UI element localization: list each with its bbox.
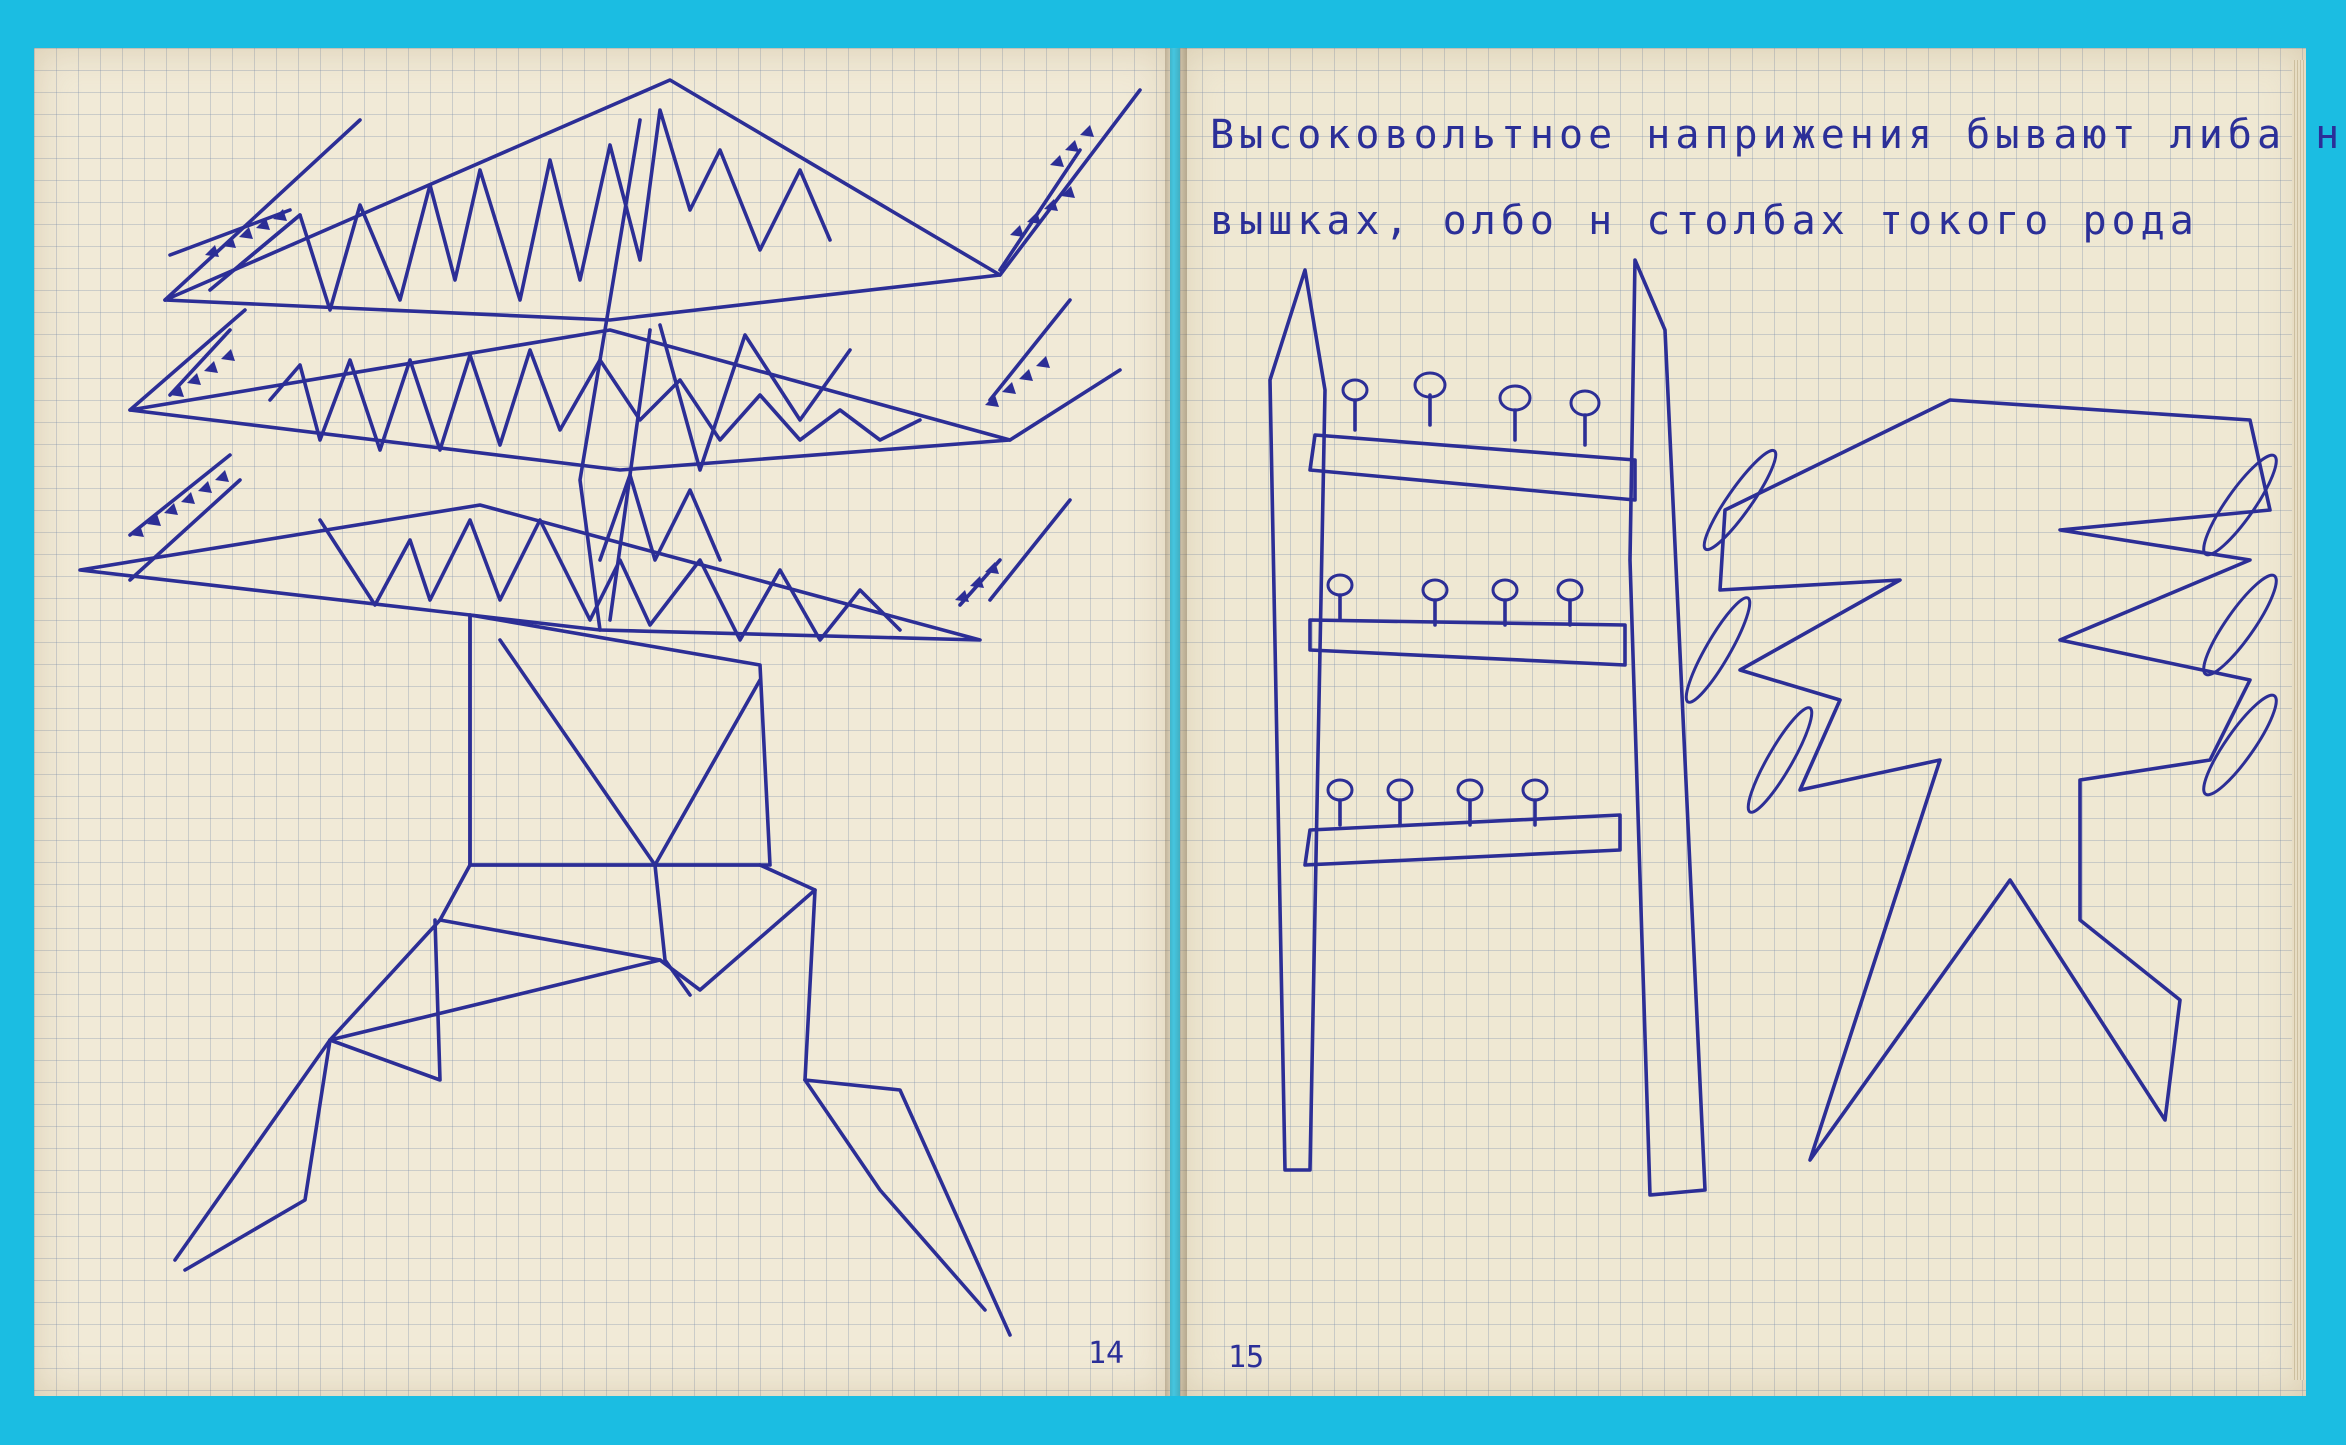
page-number-right: 15: [1228, 1340, 1265, 1375]
notebook-page-right: [1180, 48, 2306, 1396]
page-edge: [2292, 60, 2306, 1380]
notebook-spine: [1165, 48, 1187, 1396]
caption-line-1: Высоковольтное наприжения бывают либа на: [1210, 112, 2346, 158]
page-number-left: 14: [1088, 1336, 1125, 1371]
caption-line-2: вышках, олбо н столбах токого рода: [1210, 198, 2199, 244]
